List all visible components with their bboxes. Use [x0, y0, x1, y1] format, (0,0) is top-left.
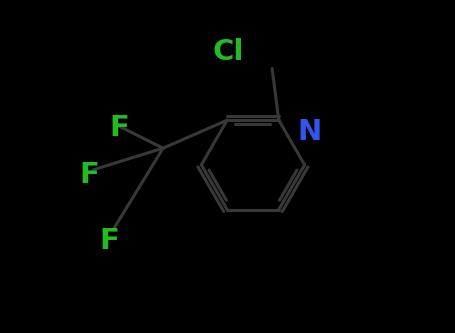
Text: N: N [297, 118, 321, 146]
Text: F: F [80, 161, 100, 189]
Text: F: F [100, 227, 120, 255]
Text: F: F [110, 114, 129, 142]
Text: Cl: Cl [212, 38, 243, 66]
